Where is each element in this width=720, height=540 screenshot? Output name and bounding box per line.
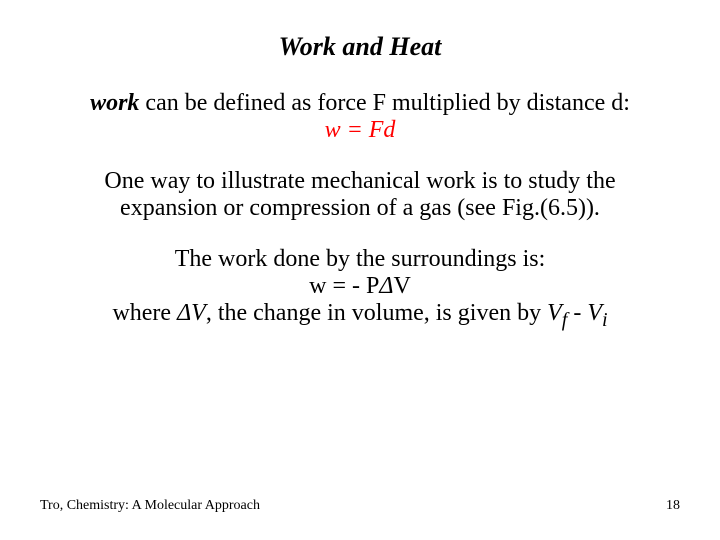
footer-citation: Tro, Chemistry: A Molecular Approach	[40, 498, 260, 514]
eq-prefix: w = - P	[309, 273, 379, 299]
equation-wfd: w = Fd	[40, 117, 680, 144]
delta-v: ΔV	[177, 300, 206, 326]
where-text-a: where	[112, 300, 177, 326]
where-text-b: , the change in volume, is given by	[206, 300, 547, 326]
eq-suffix: V	[393, 273, 410, 299]
page-number: 18	[666, 498, 680, 514]
paragraph-definition: work can be defined as force F multiplie…	[40, 90, 680, 144]
footer: Tro, Chemistry: A Molecular Approach 18	[40, 498, 680, 514]
surroundings-line1: The work done by the surroundings is:	[40, 246, 680, 273]
surroundings-line3: where ΔV, the change in volume, is given…	[40, 300, 680, 332]
illustration-line2: expansion or compression of a gas (see F…	[40, 195, 680, 222]
v-initial-sub: i	[602, 309, 608, 331]
eq-delta: Δ	[379, 273, 393, 299]
minus-text: -	[567, 300, 587, 326]
illustration-line1: One way to illustrate mechanical work is…	[40, 168, 680, 195]
equation-pdv: w = - PΔV	[40, 273, 680, 300]
v-final-sym: V	[547, 300, 562, 326]
slide: Work and Heat work can be defined as for…	[0, 0, 720, 540]
v-initial-sym: V	[587, 300, 602, 326]
slide-title: Work and Heat	[40, 32, 680, 62]
paragraph-illustration: One way to illustrate mechanical work is…	[40, 168, 680, 222]
definition-text: can be defined as force F multiplied by …	[139, 90, 630, 116]
term-work: work	[90, 90, 139, 116]
paragraph-surroundings: The work done by the surroundings is: w …	[40, 246, 680, 332]
definition-line: work can be defined as force F multiplie…	[40, 90, 680, 117]
